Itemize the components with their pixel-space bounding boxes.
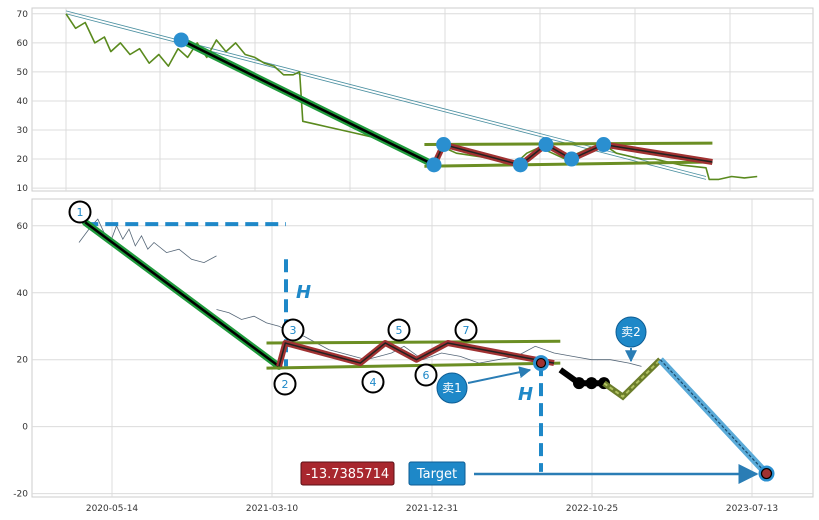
- point-label-circle: [361, 370, 385, 394]
- top-y-tick-label: 40: [17, 97, 29, 107]
- top-y-tick-label: 20: [17, 155, 29, 165]
- projection-bead: [573, 377, 585, 390]
- point-label-circle: [454, 318, 478, 342]
- bottom-x-tick-label: 2020-05-14: [86, 504, 139, 514]
- bottom-y-tick-label: 60: [17, 222, 29, 232]
- bottom-x-tick-label: 2023-07-13: [726, 504, 778, 514]
- top-pivot-marker: [512, 157, 528, 173]
- point-label-1: 1: [77, 206, 84, 219]
- top-y-tick-label: 70: [17, 10, 29, 20]
- projection-bead: [585, 377, 598, 390]
- bottom-plot-area: [31, 198, 814, 498]
- bottom-y-tick-label: 20: [17, 356, 29, 366]
- bottom-y-tick-label: 40: [17, 289, 29, 299]
- bottom-range-lower: [266, 361, 561, 370]
- value-box: [300, 461, 395, 486]
- sell1-label: 卖1: [442, 381, 462, 395]
- point-label-3: 3: [290, 324, 297, 337]
- bottom-x-tick-label: 2021-12-31: [406, 504, 458, 514]
- bottom-panel: -20 0 20 40 60 2020-05-14 2021-03-10 2021-12-31…: [13, 198, 814, 514]
- top-trend-down-line: [180, 38, 435, 167]
- point-label-circle: [414, 363, 438, 387]
- point-label-circle: [273, 372, 297, 396]
- target-box-text: Target: [416, 467, 457, 482]
- point-label-5: 5: [396, 324, 403, 337]
- bottom-trend-down-line: [84, 221, 280, 368]
- bottom-x-tick-label: 2021-03-10: [246, 504, 299, 514]
- bottom-price-line: [78, 218, 217, 264]
- h-label-right: H: [518, 384, 533, 405]
- point-label-6: 6: [423, 369, 430, 382]
- projection-black-segment: [558, 367, 604, 387]
- projection-blue-dash: [659, 359, 767, 475]
- top-pivot-marker: [538, 137, 554, 153]
- sell1-arrow: [467, 366, 532, 384]
- target-marker-core: [760, 467, 773, 480]
- point-label-circle: [68, 200, 92, 224]
- top-range-upper: [424, 141, 713, 146]
- bottom-x-tick-label: 2022-10-25: [566, 504, 618, 514]
- sell2-label: 卖2: [621, 325, 641, 339]
- projection-olive-dash: [603, 358, 662, 398]
- bottom-price-line: [216, 309, 642, 367]
- bottom-y-tick-label: -20: [13, 490, 28, 500]
- point-label-2: 2: [282, 378, 289, 391]
- bottom-range-upper: [266, 339, 561, 345]
- top-y-tick-label: 30: [17, 126, 29, 136]
- sell1-marker: [436, 372, 468, 404]
- current-point-core: [535, 357, 547, 369]
- top-pivot-marker: [564, 151, 580, 167]
- top-channel-lower: [65, 13, 707, 180]
- top-panel: 10 20 30 40 50 60 70: [17, 7, 814, 194]
- point-label-circle: [281, 318, 305, 342]
- point-label-circle: [387, 318, 411, 342]
- top-pivot-marker: [173, 32, 189, 48]
- annotation-layer: 1 2 3 4 5 6 7 H H 卖1 卖2 -13.7385714 Target: [68, 200, 759, 486]
- sell2-marker: [615, 316, 647, 348]
- point-label-7: 7: [463, 324, 470, 337]
- h-label-left: H: [296, 282, 311, 303]
- bottom-y-tick-label: 0: [22, 423, 28, 433]
- top-pivot-marker: [436, 137, 452, 153]
- target-box: [408, 461, 466, 486]
- top-price-line: [65, 13, 758, 181]
- top-pivot-marker: [596, 137, 612, 153]
- point-label-4: 4: [370, 376, 377, 389]
- top-y-tick-label: 60: [17, 39, 29, 49]
- top-y-tick-label: 10: [17, 184, 29, 194]
- value-box-text: -13.7385714: [306, 467, 389, 482]
- top-y-tick-label: 50: [17, 68, 29, 78]
- top-pivot-marker: [426, 157, 442, 173]
- bottom-zigzag-line: [278, 342, 555, 367]
